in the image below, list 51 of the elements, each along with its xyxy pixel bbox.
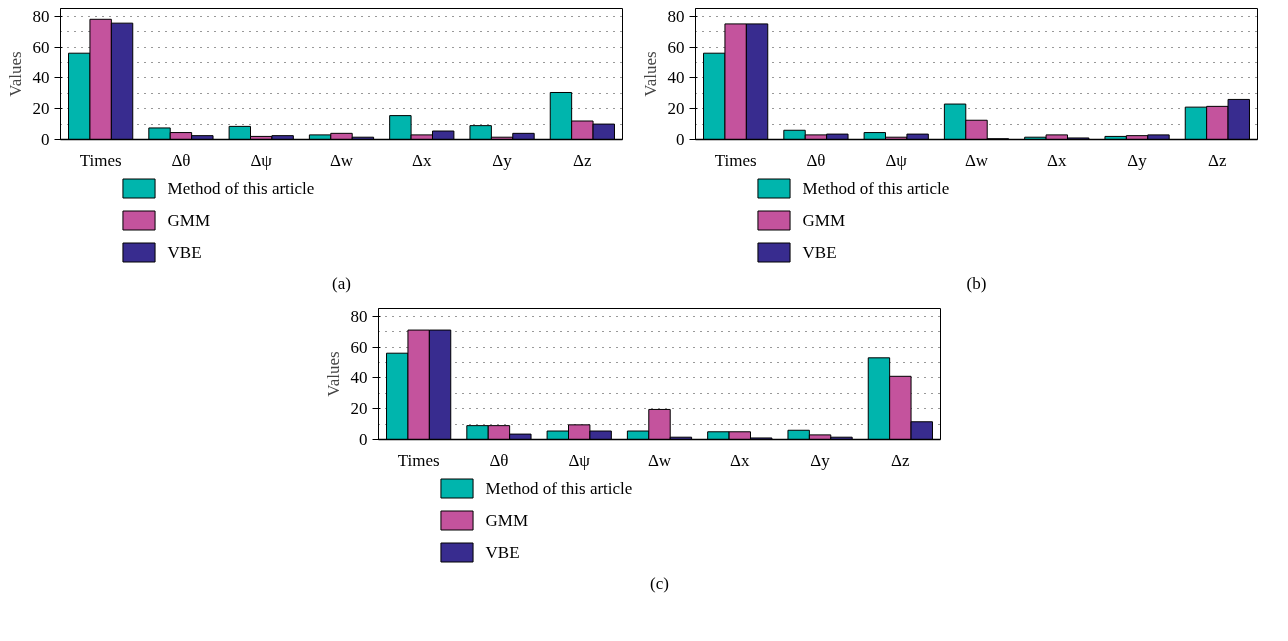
x-tick-label: Δw bbox=[329, 150, 354, 170]
y-tick-label: 20 bbox=[32, 99, 50, 119]
x-tick-label: Times bbox=[714, 150, 757, 170]
y-tick-label: 0 bbox=[359, 430, 368, 449]
y-axis-title: Values bbox=[640, 51, 660, 97]
x-tick-label: Δz bbox=[1208, 150, 1228, 170]
y-axis-title: Values bbox=[323, 351, 343, 397]
legend-label: GMM bbox=[167, 211, 211, 230]
legend-label: GMM bbox=[802, 211, 846, 230]
legend-label: VBE bbox=[485, 543, 520, 562]
y-tick-label: 60 bbox=[350, 337, 368, 357]
legend-label: VBE bbox=[167, 243, 202, 262]
x-tick-label: Δy bbox=[492, 150, 513, 170]
y-tick-label: 80 bbox=[350, 306, 368, 326]
legend-label: GMM bbox=[485, 511, 529, 530]
x-tick-label: Times bbox=[397, 450, 440, 470]
x-tick-label: Δx bbox=[730, 450, 750, 470]
y-tick-label: 80 bbox=[32, 6, 50, 26]
y-tick-label: 60 bbox=[32, 37, 50, 57]
x-tick-label: Δy bbox=[810, 450, 831, 470]
legend-label: Method of this article bbox=[167, 179, 315, 198]
legend-label: Method of this article bbox=[485, 479, 633, 498]
text: (b) bbox=[966, 273, 987, 293]
legend-label: Method of this article bbox=[802, 179, 950, 198]
x-tick-label: Δx bbox=[412, 150, 432, 170]
x-tick-label: Δθ bbox=[171, 150, 191, 170]
text: (c) bbox=[650, 573, 669, 593]
y-tick-label: 40 bbox=[350, 368, 368, 388]
y-tick-label: 0 bbox=[41, 130, 50, 149]
y-tick-label: 60 bbox=[667, 37, 685, 57]
x-tick-label: Δx bbox=[1047, 150, 1067, 170]
x-tick-label: Δw bbox=[964, 150, 989, 170]
x-tick-label: Δθ bbox=[489, 450, 509, 470]
y-tick-label: 40 bbox=[32, 68, 50, 88]
x-tick-label: Δψ bbox=[568, 450, 591, 470]
x-tick-label: Times bbox=[79, 150, 122, 170]
text: (a) bbox=[332, 273, 351, 293]
y-tick-label: 20 bbox=[350, 399, 368, 419]
y-axis-title: Values bbox=[5, 51, 25, 97]
x-tick-label: Δz bbox=[891, 450, 911, 470]
y-tick-label: 80 bbox=[667, 6, 685, 26]
y-tick-label: 20 bbox=[667, 99, 685, 119]
x-tick-label: Δw bbox=[647, 450, 672, 470]
y-tick-label: 0 bbox=[676, 130, 685, 149]
y-tick-label: 40 bbox=[667, 68, 685, 88]
x-tick-label: Δψ bbox=[250, 150, 273, 170]
legend-label: VBE bbox=[802, 243, 837, 262]
x-tick-label: Δψ bbox=[885, 150, 908, 170]
x-tick-label: Δy bbox=[1127, 150, 1148, 170]
x-tick-label: Δz bbox=[573, 150, 593, 170]
x-tick-label: Δθ bbox=[806, 150, 826, 170]
